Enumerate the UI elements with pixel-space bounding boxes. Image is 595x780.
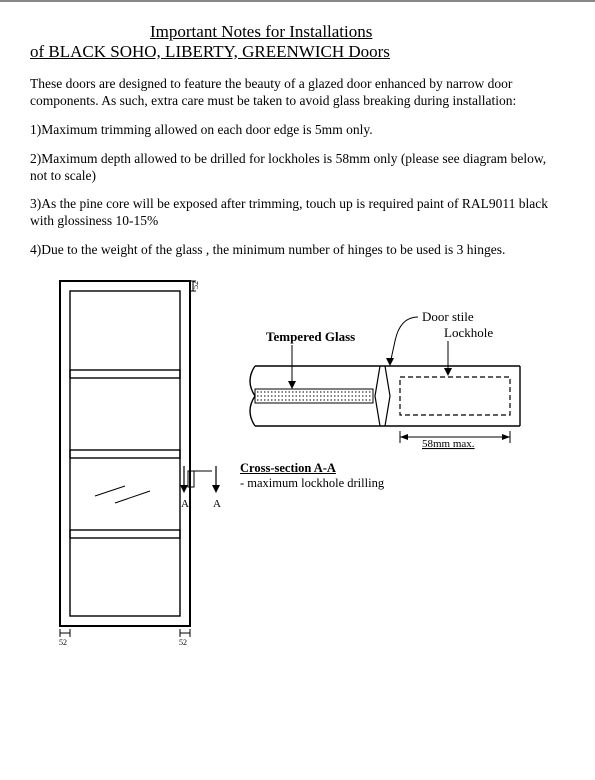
diagram-area: 52 52 52 A A xyxy=(30,271,550,651)
section-letter-a-right: A xyxy=(213,498,221,510)
section-letter-a-left: A xyxy=(181,498,189,510)
cross-section-caption: Cross-section A-A - maximum lockhole dri… xyxy=(240,461,384,491)
label-lockhole: Lockhole xyxy=(444,325,493,340)
lockhole-outline xyxy=(400,377,510,415)
label-tempered-glass: Tempered Glass xyxy=(266,329,355,344)
title-line-1: Important Notes for Installations xyxy=(150,22,565,42)
note-1: 1)Maximum trimming allowed on each door … xyxy=(30,122,565,139)
note-3: 3)As the pine core will be exposed after… xyxy=(30,196,565,230)
note-4: 4)Due to the weight of the glass , the m… xyxy=(30,242,565,259)
cross-section-sub: - maximum lockhole drilling xyxy=(240,476,384,490)
cross-section-heading: Cross-section A-A xyxy=(240,461,336,475)
section-marker-right: A xyxy=(212,466,221,510)
cross-section-detail: Tempered Glass Door stile Lockhole 58mm … xyxy=(250,309,520,450)
intro-paragraph: These doors are designed to feature the … xyxy=(30,76,565,110)
tempered-glass-hatch xyxy=(255,389,373,403)
note-2: 2)Maximum depth allowed to be drilled fo… xyxy=(30,151,565,185)
dim-bot-left: 52 xyxy=(59,638,67,647)
title-block: Important Notes for Installations of BLA… xyxy=(30,22,565,62)
door-elevation: 52 52 52 A A xyxy=(59,281,221,647)
document-page: Important Notes for Installations of BLA… xyxy=(0,0,595,780)
dim-bot-right: 52 xyxy=(179,638,187,647)
label-58mm: 58mm max. xyxy=(422,438,475,450)
label-door-stile: Door stile xyxy=(422,309,474,324)
body-text: These doors are designed to feature the … xyxy=(30,76,565,259)
title-line-2: of BLACK SOHO, LIBERTY, GREENWICH Doors xyxy=(30,42,565,62)
dim-top-right: 52 xyxy=(191,281,200,289)
